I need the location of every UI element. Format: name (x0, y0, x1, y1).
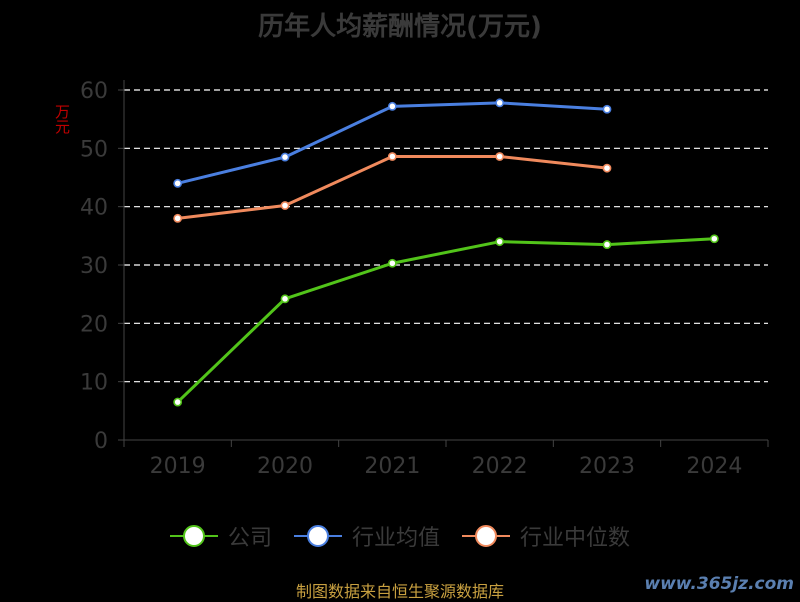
x-tick-label: 2022 (472, 454, 528, 479)
y-tick-label: 50 (80, 137, 108, 162)
legend-swatch-icon (169, 525, 218, 547)
x-tick-label: 2019 (150, 454, 206, 479)
y-tick-label: 20 (80, 312, 108, 337)
y-tick-label: 10 (80, 371, 108, 396)
data-point-3 (173, 213, 183, 223)
series-line-2 (177, 101, 608, 185)
y-tick-label: 60 (80, 79, 108, 104)
data-point-3 (602, 163, 612, 173)
data-point-1 (387, 258, 397, 268)
legend-item[interactable]: 行业中位数 (462, 520, 630, 552)
chart-legend: 公司 行业均值 行业中位数 (0, 520, 800, 552)
x-tick-label: 2024 (686, 454, 742, 479)
series-line-3 (177, 155, 608, 220)
chart-title: 历年人均薪酬情况(万元) (258, 12, 542, 42)
site-watermark: www.365jz.com (644, 574, 794, 594)
y-axis-unit-label: 万元 (53, 104, 71, 134)
legend-swatch-icon (293, 525, 342, 547)
legend-item[interactable]: 行业均值 (293, 520, 440, 552)
y-tick-label: 40 (80, 196, 108, 221)
data-point-2 (173, 178, 183, 188)
data-point-1 (495, 237, 505, 247)
legend-label: 行业中位数 (520, 526, 631, 551)
x-tick-label: 2021 (364, 454, 420, 479)
data-point-1 (280, 294, 290, 304)
data-point-3 (280, 201, 290, 210)
x-tick-label: 2023 (579, 454, 635, 479)
data-source-note: 制图数据来自恒生聚源数据库 (295, 582, 504, 601)
data-point-1 (709, 234, 719, 244)
legend-label: 行业均值 (351, 526, 440, 551)
series-line-1 (176, 237, 715, 404)
data-point-3 (495, 152, 505, 161)
legend-item[interactable]: 公司 (169, 520, 272, 552)
data-point-2 (602, 104, 612, 114)
data-point-2 (495, 98, 505, 108)
data-point-2 (280, 152, 290, 162)
legend-swatch-icon (462, 525, 510, 547)
y-tick-label: 30 (80, 254, 108, 279)
data-point-2 (387, 101, 397, 111)
data-point-1 (602, 240, 612, 249)
legend-label: 公司 (227, 526, 272, 551)
data-point-1 (173, 397, 183, 407)
x-tick-label: 2020 (257, 454, 313, 479)
data-point-3 (387, 152, 397, 161)
y-tick-label: 0 (94, 429, 108, 454)
